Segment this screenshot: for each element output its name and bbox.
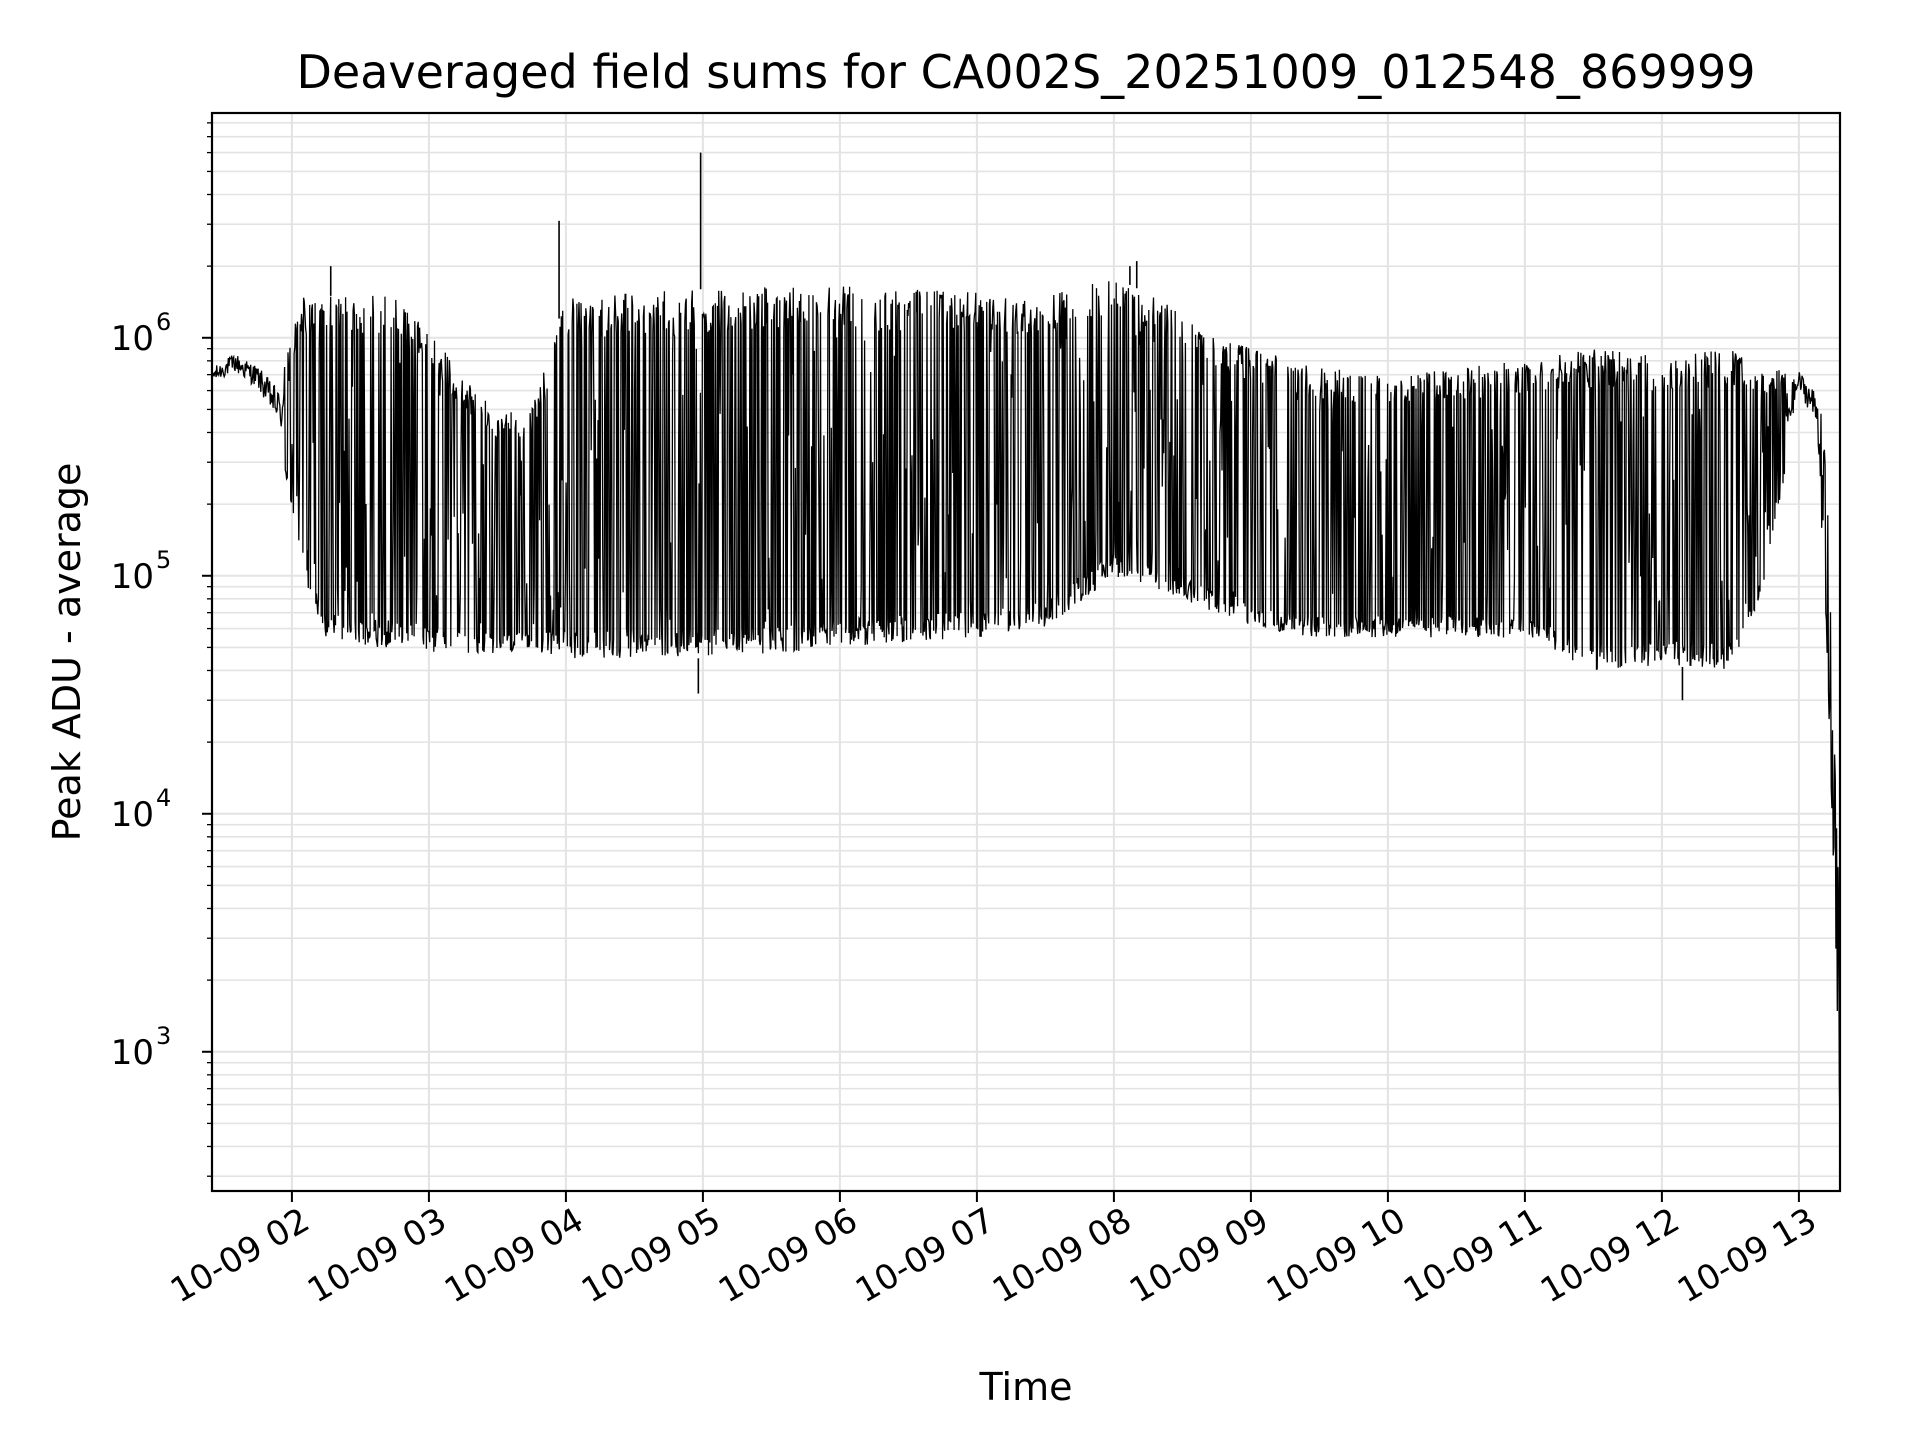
y-tick-base: 10: [111, 319, 154, 359]
x-axis-label: Time: [979, 1365, 1073, 1409]
plot-frame: [210, 111, 1842, 1193]
y-axis-label: Peak ADU - average: [45, 463, 89, 842]
grid-layer: [212, 113, 1840, 1191]
y-tick-exponent: 3: [156, 1022, 171, 1050]
y-tick-label: 10: [111, 319, 154, 359]
chart-title: Deaveraged field sums for CA002S_2025100…: [296, 45, 1755, 99]
y-tick-base: 10: [111, 795, 154, 835]
data-layer: [211, 152, 1841, 1139]
y-tick-base: 10: [111, 1033, 154, 1073]
data-series-line: [211, 281, 1841, 1139]
y-tick-label: 10: [111, 1033, 154, 1073]
y-tick-exponent: 6: [156, 308, 171, 336]
y-tick-exponent: 4: [156, 784, 171, 812]
y-tick-base: 10: [111, 557, 154, 597]
y-tick-label: 10: [111, 795, 154, 835]
y-tick-exponent: 5: [156, 546, 171, 574]
y-tick-label: 10: [111, 557, 154, 597]
